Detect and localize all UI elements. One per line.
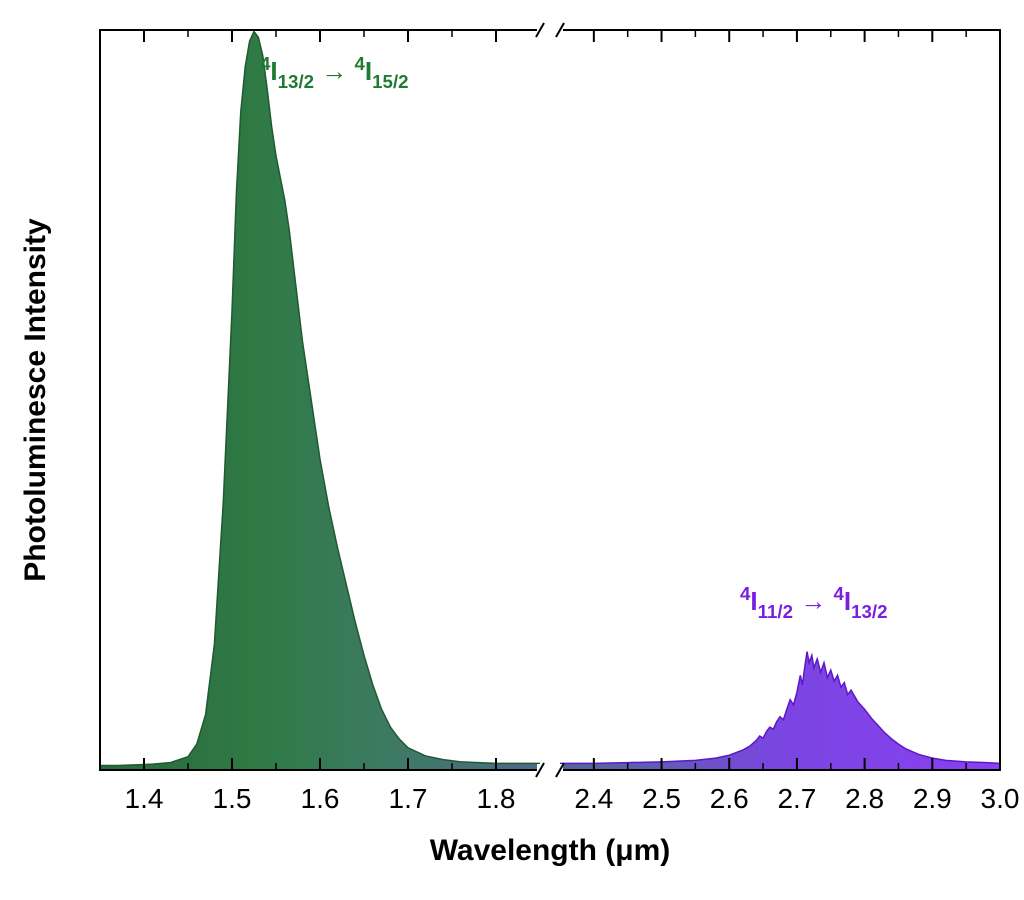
spectrum-chart: 1.4 1.5 1.6 1.7 1.8 2.4 2.5 2.6 2.7 2.8 2.9 3.0 Wave… bbox=[0, 0, 1024, 900]
x-tick-label: 2.4 bbox=[574, 783, 613, 814]
x-tick-label: 1.8 bbox=[477, 783, 516, 814]
x-tick-label: 2.8 bbox=[845, 783, 884, 814]
x-tick-label: 2.9 bbox=[913, 783, 952, 814]
x-tick-label: 1.7 bbox=[389, 783, 428, 814]
x-axis-label: Wavelength (μm) bbox=[430, 834, 671, 867]
x-tick-label: 1.5 bbox=[213, 783, 252, 814]
x-tick-label: 2.6 bbox=[710, 783, 749, 814]
chart-container: 1.4 1.5 1.6 1.7 1.8 2.4 2.5 2.6 2.7 2.8 2.9 3.0 Wave… bbox=[0, 0, 1024, 900]
x-tick-label: 3.0 bbox=[981, 783, 1020, 814]
y-axis-label: Photoluminesce Intensity bbox=[19, 218, 52, 582]
x-tick-label: 1.6 bbox=[301, 783, 340, 814]
x-tick-label: 2.7 bbox=[777, 783, 816, 814]
x-tick-label: 2.5 bbox=[642, 783, 681, 814]
x-tick-label: 1.4 bbox=[125, 783, 164, 814]
